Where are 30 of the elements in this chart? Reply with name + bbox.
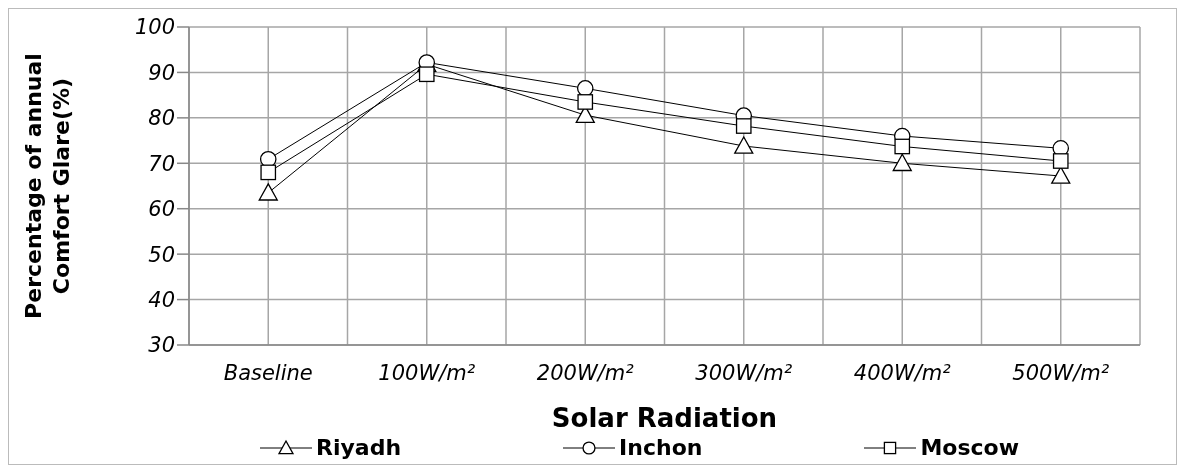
point [894,138,911,155]
y-tick-label: 80 [148,106,175,131]
y-axis-title: Percentage of annual Comfort Glare(%) [21,53,74,319]
x-tick-label: 400W/m² [853,360,952,385]
y-tick-label: 30 [148,333,175,358]
y-tick-label: 90 [148,60,175,85]
x-tick-label: 100W/m² [378,360,476,385]
y-tick-label: 50 [148,242,175,267]
y-tick-label: 100 [134,15,175,40]
x-tick-label: Baseline [223,360,313,385]
x-tick-label: 500W/m² [1012,360,1110,385]
x-tick-label: 200W/m² [536,360,635,385]
x-tick-label: 300W/m² [695,360,793,385]
point [892,153,912,172]
legend-label: Inchon [619,435,703,460]
point [258,183,278,201]
legend-label: Moscow [920,435,1019,460]
point [418,66,435,83]
point [734,136,754,154]
point [1052,153,1069,169]
legend-label: Riyadh [316,435,402,460]
point [735,118,752,134]
y-tick-label: 70 [148,151,175,176]
point [260,164,277,181]
point [577,94,594,110]
y-tick-label: 40 [148,288,175,313]
point [576,80,594,97]
point [1051,166,1071,184]
x-axis-title: Solar Radiation [551,403,778,433]
y-tick-label: 60 [148,197,175,222]
